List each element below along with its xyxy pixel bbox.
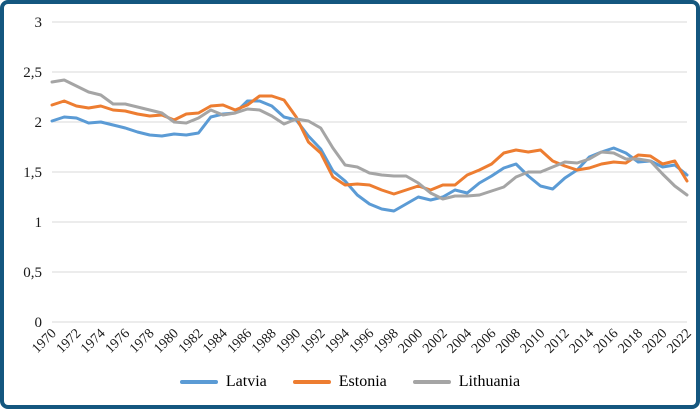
x-axis-tick-label: 1982	[176, 326, 206, 356]
fertility-line-chart: 00,511,522,53197019721974197619781980198…	[23, 15, 695, 357]
x-axis-tick-label: 2008	[493, 326, 523, 356]
y-axis-tick-label: 3	[35, 15, 43, 31]
legend-item-estonia: Estonia	[292, 373, 387, 390]
legend: Latvia Estonia Lithuania	[4, 374, 696, 390]
series-line-estonia	[50, 94, 689, 196]
legend-swatch-lithuania	[412, 380, 451, 384]
y-axis-tick-label: 2	[35, 115, 43, 131]
x-axis-tick-label: 1974	[78, 326, 108, 356]
x-axis-tick-label: 2014	[567, 326, 597, 356]
x-axis-tick-label: 2006	[469, 326, 499, 356]
x-axis-tick-label: 1980	[152, 326, 182, 356]
x-axis-tick-label: 1996	[347, 326, 377, 356]
y-axis-tick-label: 0,5	[23, 265, 42, 281]
x-axis-tick-label: 1986	[225, 326, 255, 356]
x-axis-tick-label: 2022	[664, 326, 694, 356]
x-axis-tick-label: 1990	[274, 326, 304, 356]
x-axis-tick-label: 1992	[298, 326, 328, 356]
x-axis-tick-label: 2018	[616, 326, 646, 356]
legend-swatch-latvia	[179, 380, 218, 384]
x-axis-tick-label: 2002	[420, 326, 450, 356]
y-axis-tick-label: 2,5	[23, 65, 42, 81]
x-axis-tick-label: 1988	[249, 326, 279, 356]
x-axis-tick-label: 1978	[127, 326, 157, 356]
legend-label-lithuania: Lithuania	[458, 373, 521, 390]
x-axis-tick-label: 2012	[542, 326, 572, 356]
x-axis-tick-label: 2004	[445, 326, 475, 356]
series-line-latvia	[50, 99, 689, 213]
x-axis-tick-label: 1994	[322, 326, 352, 356]
x-axis-tick-label: 1998	[371, 326, 401, 356]
x-axis-tick-label: 2016	[591, 326, 621, 356]
legend-label-estonia: Estonia	[338, 373, 387, 390]
x-axis-tick-label: 1984	[200, 326, 230, 356]
legend-item-lithuania: Lithuania	[412, 373, 521, 390]
x-axis-tick-label: 1972	[54, 326, 84, 356]
y-axis-tick-label: 1,5	[23, 165, 42, 181]
x-axis-tick-label: 1976	[103, 326, 133, 356]
y-axis-tick-label: 1	[35, 215, 43, 231]
x-axis-tick-label: 2010	[518, 326, 548, 356]
y-axis-tick-label: 0	[35, 315, 43, 331]
legend-label-latvia: Latvia	[225, 373, 267, 390]
x-axis-tick-label: 2020	[640, 326, 670, 356]
chart-area: 0 0,5 1 1,5 2 2,5 3 1970 1972 1974 1976 1978 1980 198…	[4, 4, 696, 364]
x-axis-tick-label: 2000	[396, 326, 426, 356]
legend-item-latvia: Latvia	[179, 373, 267, 390]
legend-swatch-estonia	[292, 380, 331, 384]
series-line-lithuania	[50, 78, 689, 201]
